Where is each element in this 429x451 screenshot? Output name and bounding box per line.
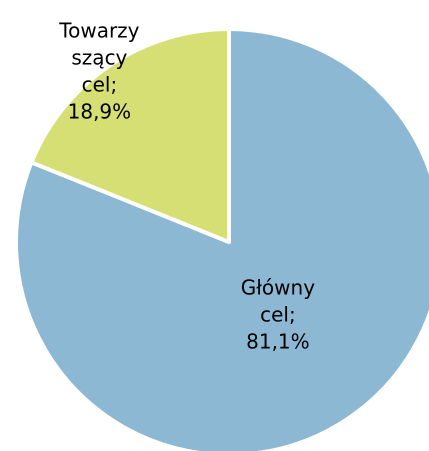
pie-labels: Główny cel; 81,1% Towarzy szący cel; 18,9% bbox=[58, 18, 315, 353]
pie-slice-label-1: Główny cel; 81,1% bbox=[241, 275, 315, 353]
pie-slice-label-line: Główny bbox=[241, 275, 315, 299]
pie-slice-label-line: szący bbox=[71, 45, 127, 69]
pie-slice-label-line: 18,9% bbox=[68, 99, 132, 123]
pie-slice-label-2: Towarzy szący cel; 18,9% bbox=[58, 18, 139, 123]
pie-slice-2 bbox=[29, 27, 231, 244]
pie-slice-label-line: 81,1% bbox=[246, 329, 310, 353]
pie-slice-label-line: Towarzy bbox=[58, 18, 139, 42]
pie-slice-label-line: cel; bbox=[82, 72, 118, 96]
pie-slices bbox=[14, 27, 429, 451]
pie-slice-label-line: cel; bbox=[260, 302, 296, 326]
